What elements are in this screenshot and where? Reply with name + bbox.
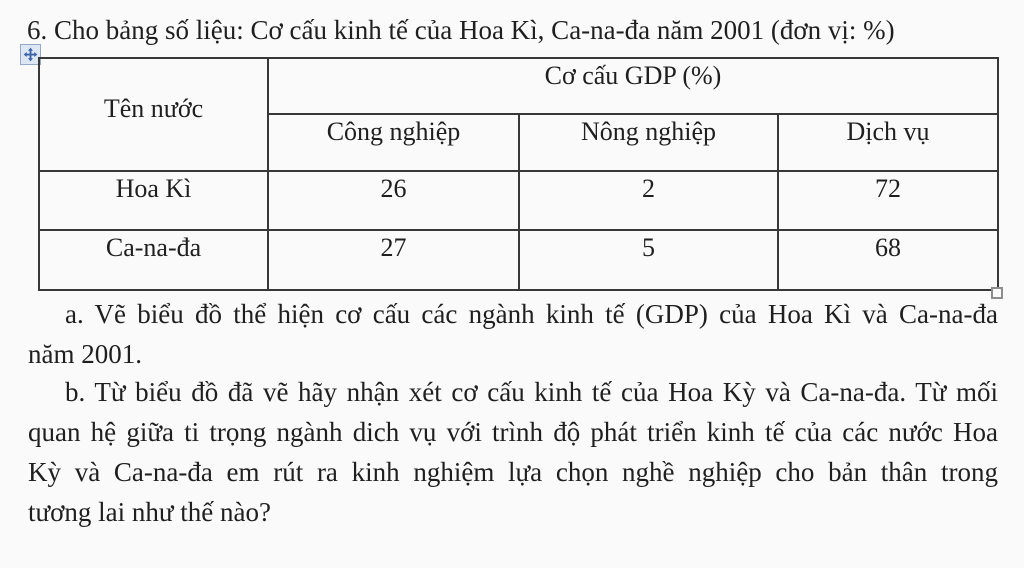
table-resize-handle[interactable] — [991, 287, 1003, 299]
country-cell: Ca-na-đa — [38, 229, 269, 291]
value-cell: 68 — [777, 229, 999, 291]
value-cell: 27 — [267, 229, 520, 291]
value-cell: 5 — [518, 229, 779, 291]
table-group-header: Cơ cấu GDP (%) — [267, 57, 999, 115]
table-move-handle-icon[interactable] — [20, 44, 41, 65]
text-line: năm 2001. — [28, 339, 142, 369]
question-b: b. Từ biểu đồ đã vẽ hãy nhận xét cơ cấu … — [28, 372, 998, 532]
table-row-usa: Hoa Kì 26 2 72 — [38, 170, 999, 231]
text-line: tương lai như thế nào? — [28, 497, 271, 527]
column-header-agriculture: Nông nghiệp — [518, 113, 779, 172]
table-row-canada: Ca-na-đa 27 5 68 — [38, 229, 999, 291]
text-line: Kỳ và Ca-na-đa em rút ra kinh nghiệm lựa… — [28, 457, 998, 487]
country-cell: Hoa Kì — [38, 170, 269, 231]
table-corner-header: Tên nước — [38, 57, 269, 172]
table-header-row: Tên nước Cơ cấu GDP (%) — [38, 57, 999, 172]
column-header-industry: Công nghiệp — [267, 113, 520, 172]
value-cell: 26 — [267, 170, 520, 231]
move-arrows-icon — [23, 47, 38, 62]
value-cell: 72 — [777, 170, 999, 231]
gdp-structure-table: Tên nước Cơ cấu GDP (%) Công nghiệp Nông… — [38, 57, 999, 291]
value-cell: 2 — [518, 170, 779, 231]
text-line: b. Từ biểu đồ đã vẽ hãy nhận xét cơ cấu … — [65, 377, 998, 407]
table-subheader-row: Công nghiệp Nông nghiệp Dịch vụ — [39, 113, 999, 172]
text-line: a. Vẽ biểu đồ thể hiện cơ cấu các ngành … — [65, 299, 998, 329]
question-a: a. Vẽ biểu đồ thể hiện cơ cấu các ngành … — [28, 294, 998, 374]
column-header-services: Dịch vụ — [777, 113, 999, 172]
exercise-title: 6. Cho bảng số liệu: Cơ cấu kinh tế của … — [27, 15, 895, 45]
text-line: quan hệ giữa ti trọng ngành dich vụ với … — [28, 417, 998, 447]
